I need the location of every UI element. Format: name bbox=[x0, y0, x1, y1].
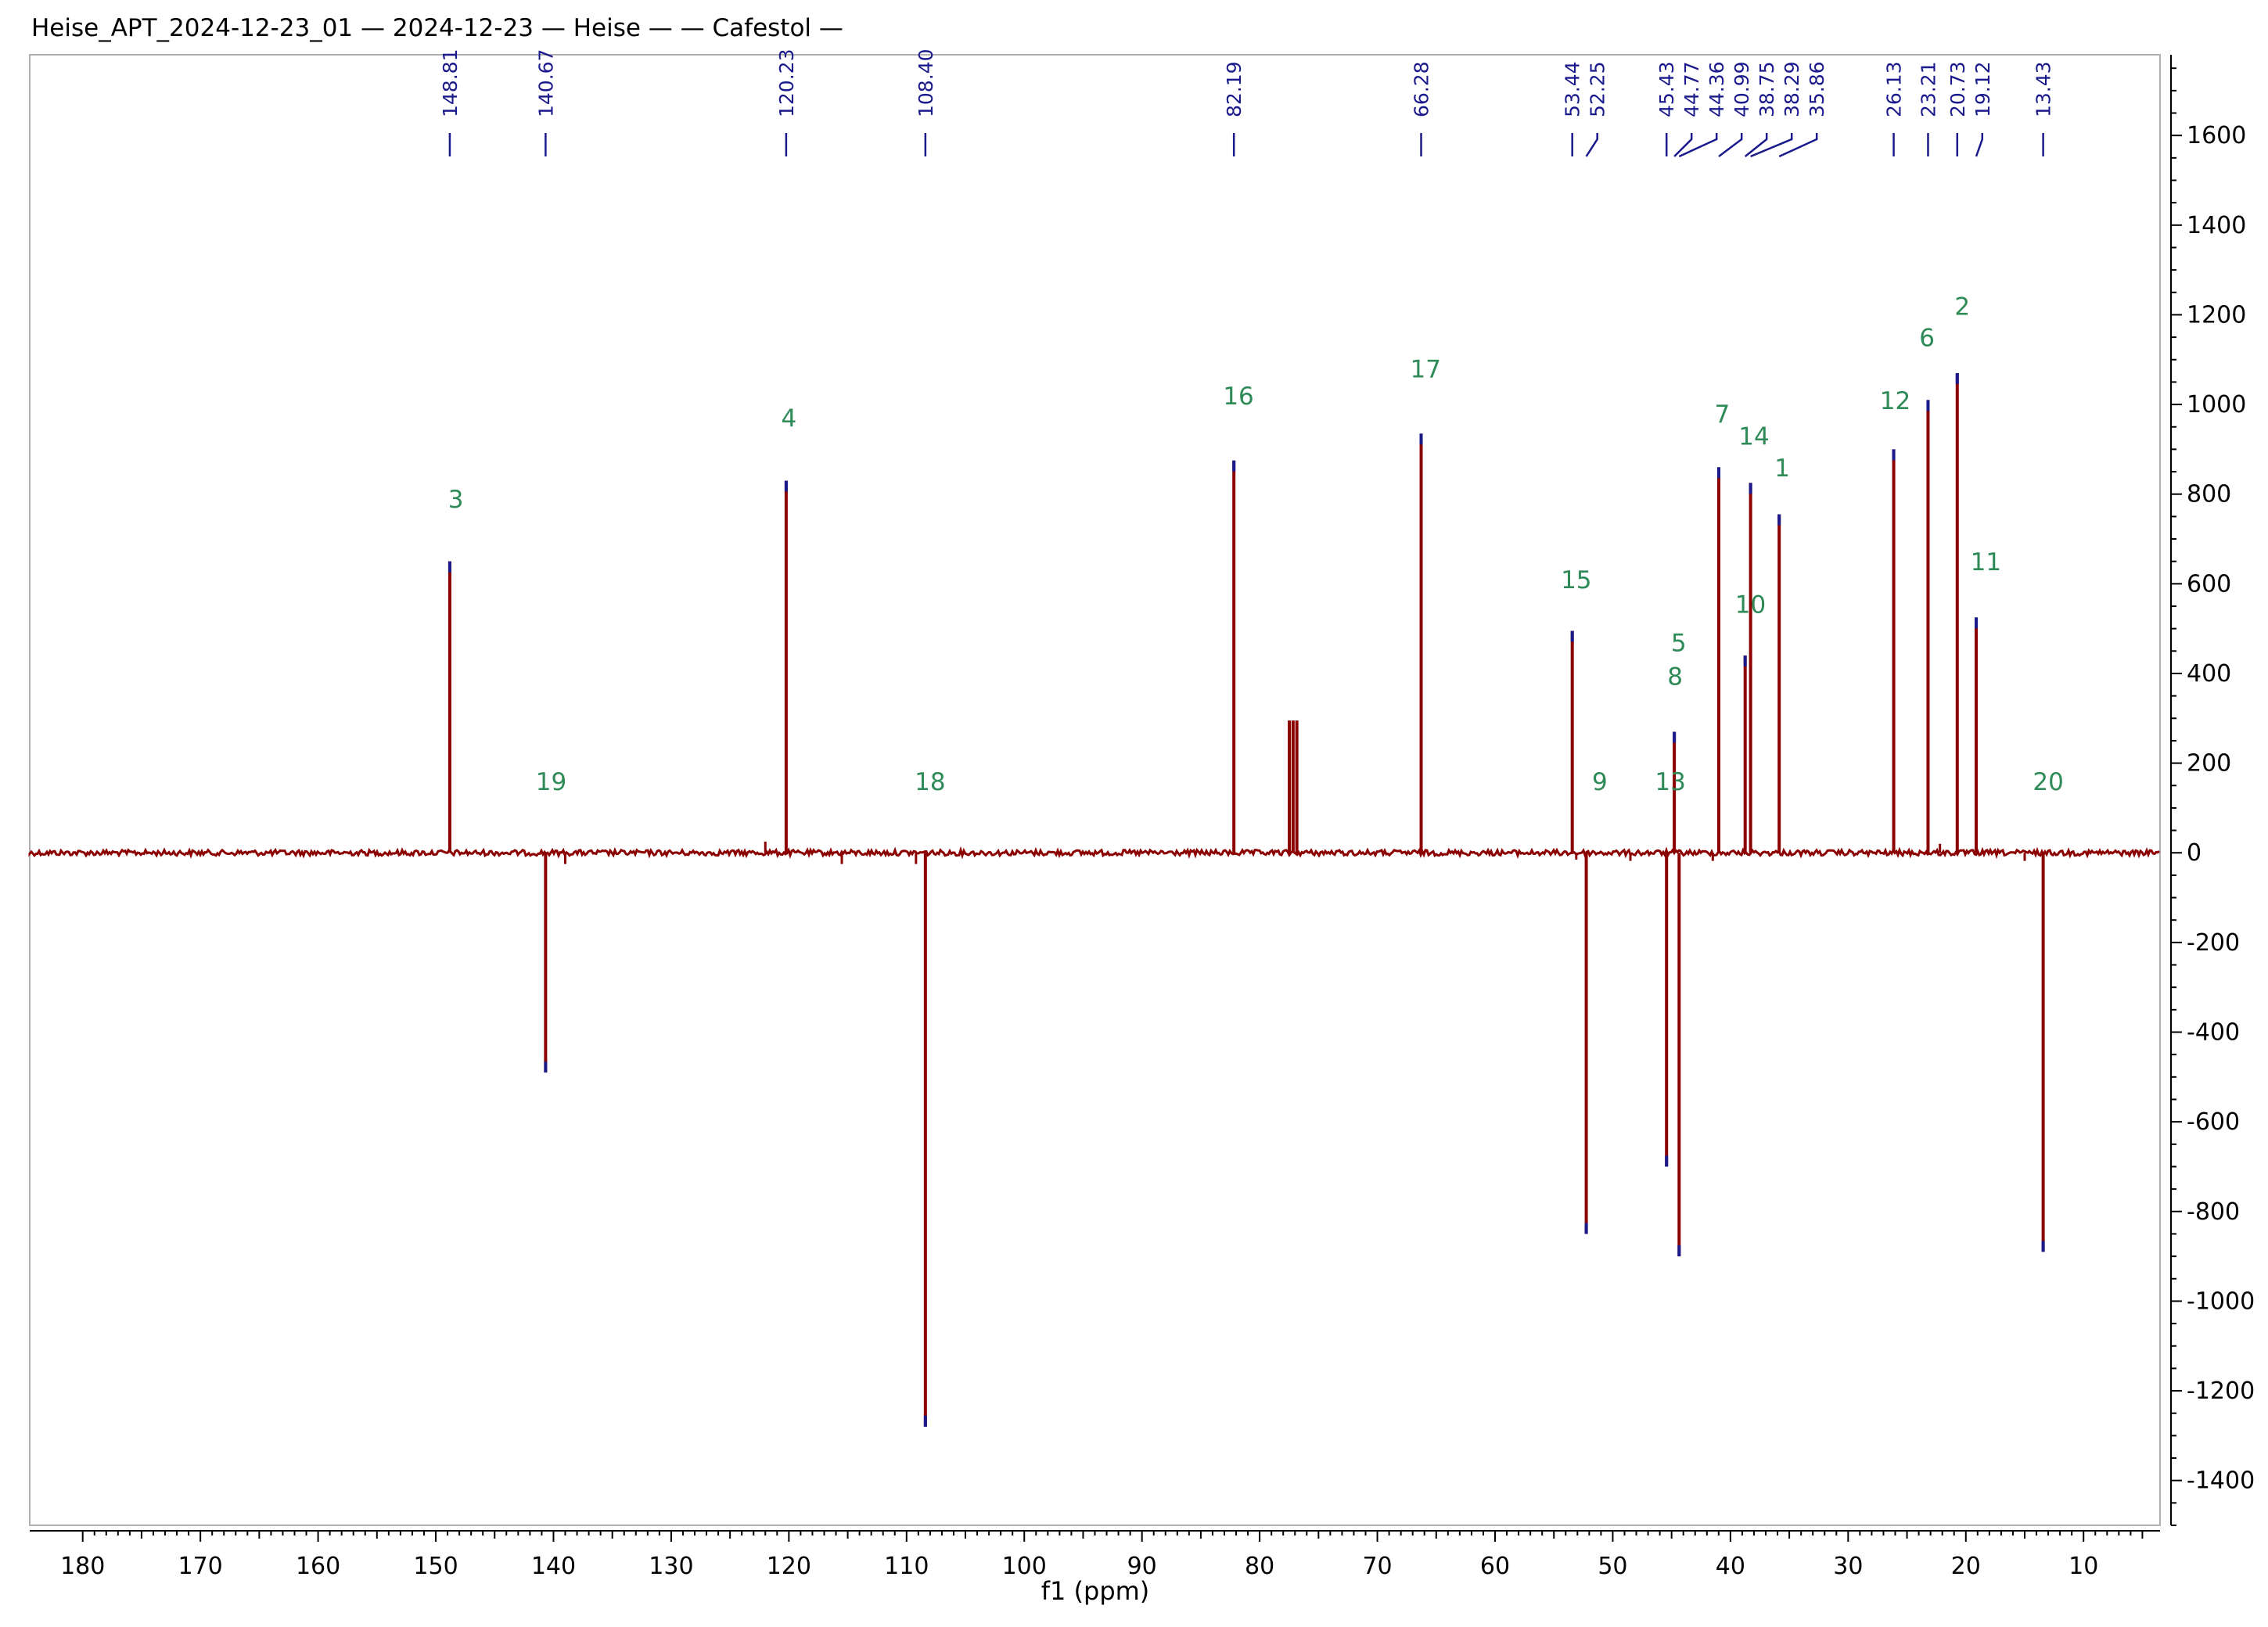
peak-leader-line bbox=[1585, 133, 1598, 157]
x-tick-label: 100 bbox=[1002, 1553, 1047, 1580]
peak-ppm-label: 26.13 bbox=[1883, 61, 1906, 117]
y-tick-label: 200 bbox=[2187, 750, 2231, 778]
peak-ppm-label: 52.25 bbox=[1587, 61, 1609, 117]
assignment-label: 12 bbox=[1880, 387, 1910, 415]
assignment-label: 14 bbox=[1738, 423, 1769, 451]
peak-ppm-label: 13.43 bbox=[2033, 61, 2055, 117]
peak-ppm-label: 35.86 bbox=[1806, 61, 1828, 117]
peak-ppm-label: 20.73 bbox=[1946, 61, 1969, 117]
assignment-label: 19 bbox=[536, 768, 566, 796]
assignment-label: 8 bbox=[1667, 663, 1683, 691]
x-tick-label: 140 bbox=[531, 1553, 576, 1580]
assignment-label: 5 bbox=[1671, 629, 1687, 657]
peak-ppm-label: 82.19 bbox=[1223, 61, 1245, 117]
x-tick-label: 160 bbox=[296, 1553, 340, 1580]
x-tick-label: 20 bbox=[1951, 1553, 1981, 1580]
peak-leader-line bbox=[1718, 133, 1743, 157]
x-axis-title: f1 (ppm) bbox=[1041, 1576, 1150, 1606]
peak-ppm-label: 140.67 bbox=[534, 49, 557, 117]
peak-leader-line bbox=[1778, 133, 1818, 158]
peak-leader-line bbox=[1678, 133, 1718, 158]
y-tick-label: -400 bbox=[2187, 1019, 2240, 1047]
assignment-label: 11 bbox=[1971, 548, 2001, 576]
peak-leader-line bbox=[1744, 133, 1768, 157]
x-tick-label: 120 bbox=[767, 1553, 811, 1580]
y-tick-label: -1200 bbox=[2187, 1377, 2255, 1405]
y-tick-label: 1200 bbox=[2187, 301, 2246, 329]
x-tick-label: 40 bbox=[1716, 1553, 1745, 1580]
y-tick-label: 0 bbox=[2187, 839, 2202, 867]
peak-ppm-label: 45.43 bbox=[1655, 61, 1678, 117]
peak-ppm-label: 38.29 bbox=[1781, 61, 1803, 117]
assignment-label: 6 bbox=[1919, 325, 1935, 353]
assignment-label: 16 bbox=[1223, 383, 1253, 411]
assignment-label: 17 bbox=[1411, 356, 1441, 384]
y-tick-label: 800 bbox=[2187, 481, 2231, 508]
peak-ppm-label: 44.77 bbox=[1680, 61, 1703, 117]
peak-ppm-label: 40.99 bbox=[1731, 61, 1753, 117]
peak-leader-line bbox=[1673, 133, 1693, 157]
y-tick-label: -1400 bbox=[2187, 1467, 2255, 1495]
y-tick-label: 400 bbox=[2187, 660, 2231, 688]
x-tick-label: 80 bbox=[1245, 1553, 1274, 1580]
peak-ppm-label: 44.36 bbox=[1705, 61, 1728, 117]
assignment-label: 2 bbox=[1954, 293, 1970, 321]
peak-ppm-label: 108.40 bbox=[915, 49, 937, 117]
assignment-label: 3 bbox=[448, 486, 464, 514]
chart-title: Heise_APT_2024-12-23_01 — 2024-12-23 — H… bbox=[31, 14, 843, 42]
x-tick-label: 10 bbox=[2069, 1553, 2098, 1580]
x-tick-label: 50 bbox=[1598, 1553, 1627, 1580]
peak-leader-line bbox=[1975, 133, 1984, 157]
assignment-label: 20 bbox=[2033, 768, 2063, 796]
x-tick-label: 70 bbox=[1362, 1553, 1392, 1580]
peak-ppm-label: 53.44 bbox=[1562, 61, 1584, 117]
x-tick-label: 180 bbox=[60, 1553, 105, 1580]
peak-ppm-label: 120.23 bbox=[775, 49, 798, 117]
x-tick-label: 90 bbox=[1127, 1553, 1157, 1580]
x-tick-label: 60 bbox=[1480, 1553, 1510, 1580]
assignment-label: 15 bbox=[1561, 566, 1591, 594]
y-tick-label: 1400 bbox=[2187, 212, 2246, 239]
assignment-label: 4 bbox=[781, 405, 796, 433]
x-tick-label: 170 bbox=[178, 1553, 223, 1580]
x-tick-label: 150 bbox=[413, 1553, 458, 1580]
peak-ppm-label: 66.28 bbox=[1411, 61, 1433, 117]
peak-ppm-label: 19.12 bbox=[1971, 61, 1994, 117]
y-tick-label: 1000 bbox=[2187, 391, 2246, 418]
y-tick-label: -200 bbox=[2187, 929, 2240, 957]
y-tick-label: -600 bbox=[2187, 1108, 2240, 1136]
y-tick-label: 600 bbox=[2187, 570, 2231, 598]
peak-ppm-label: 23.21 bbox=[1917, 61, 1939, 117]
assignment-label: 18 bbox=[915, 768, 945, 796]
x-tick-label: 110 bbox=[884, 1553, 929, 1580]
x-tick-label: 130 bbox=[649, 1553, 693, 1580]
spectrum-baseline bbox=[28, 846, 2160, 860]
y-tick-label: -1000 bbox=[2187, 1288, 2255, 1315]
assignment-label: 9 bbox=[1592, 768, 1608, 796]
assignment-label: 10 bbox=[1735, 591, 1766, 620]
x-tick-label: 30 bbox=[1833, 1553, 1863, 1580]
peak-ppm-label: 148.81 bbox=[439, 49, 462, 117]
y-tick-label: -800 bbox=[2187, 1198, 2240, 1226]
y-tick-label: 1600 bbox=[2187, 122, 2246, 149]
assignment-label: 13 bbox=[1655, 768, 1685, 796]
peak-leader-line bbox=[1750, 133, 1793, 158]
plot-frame bbox=[29, 54, 2161, 1526]
assignment-label: 7 bbox=[1714, 400, 1730, 429]
peak-ppm-label: 38.75 bbox=[1756, 61, 1778, 117]
assignment-label: 1 bbox=[1774, 454, 1790, 483]
